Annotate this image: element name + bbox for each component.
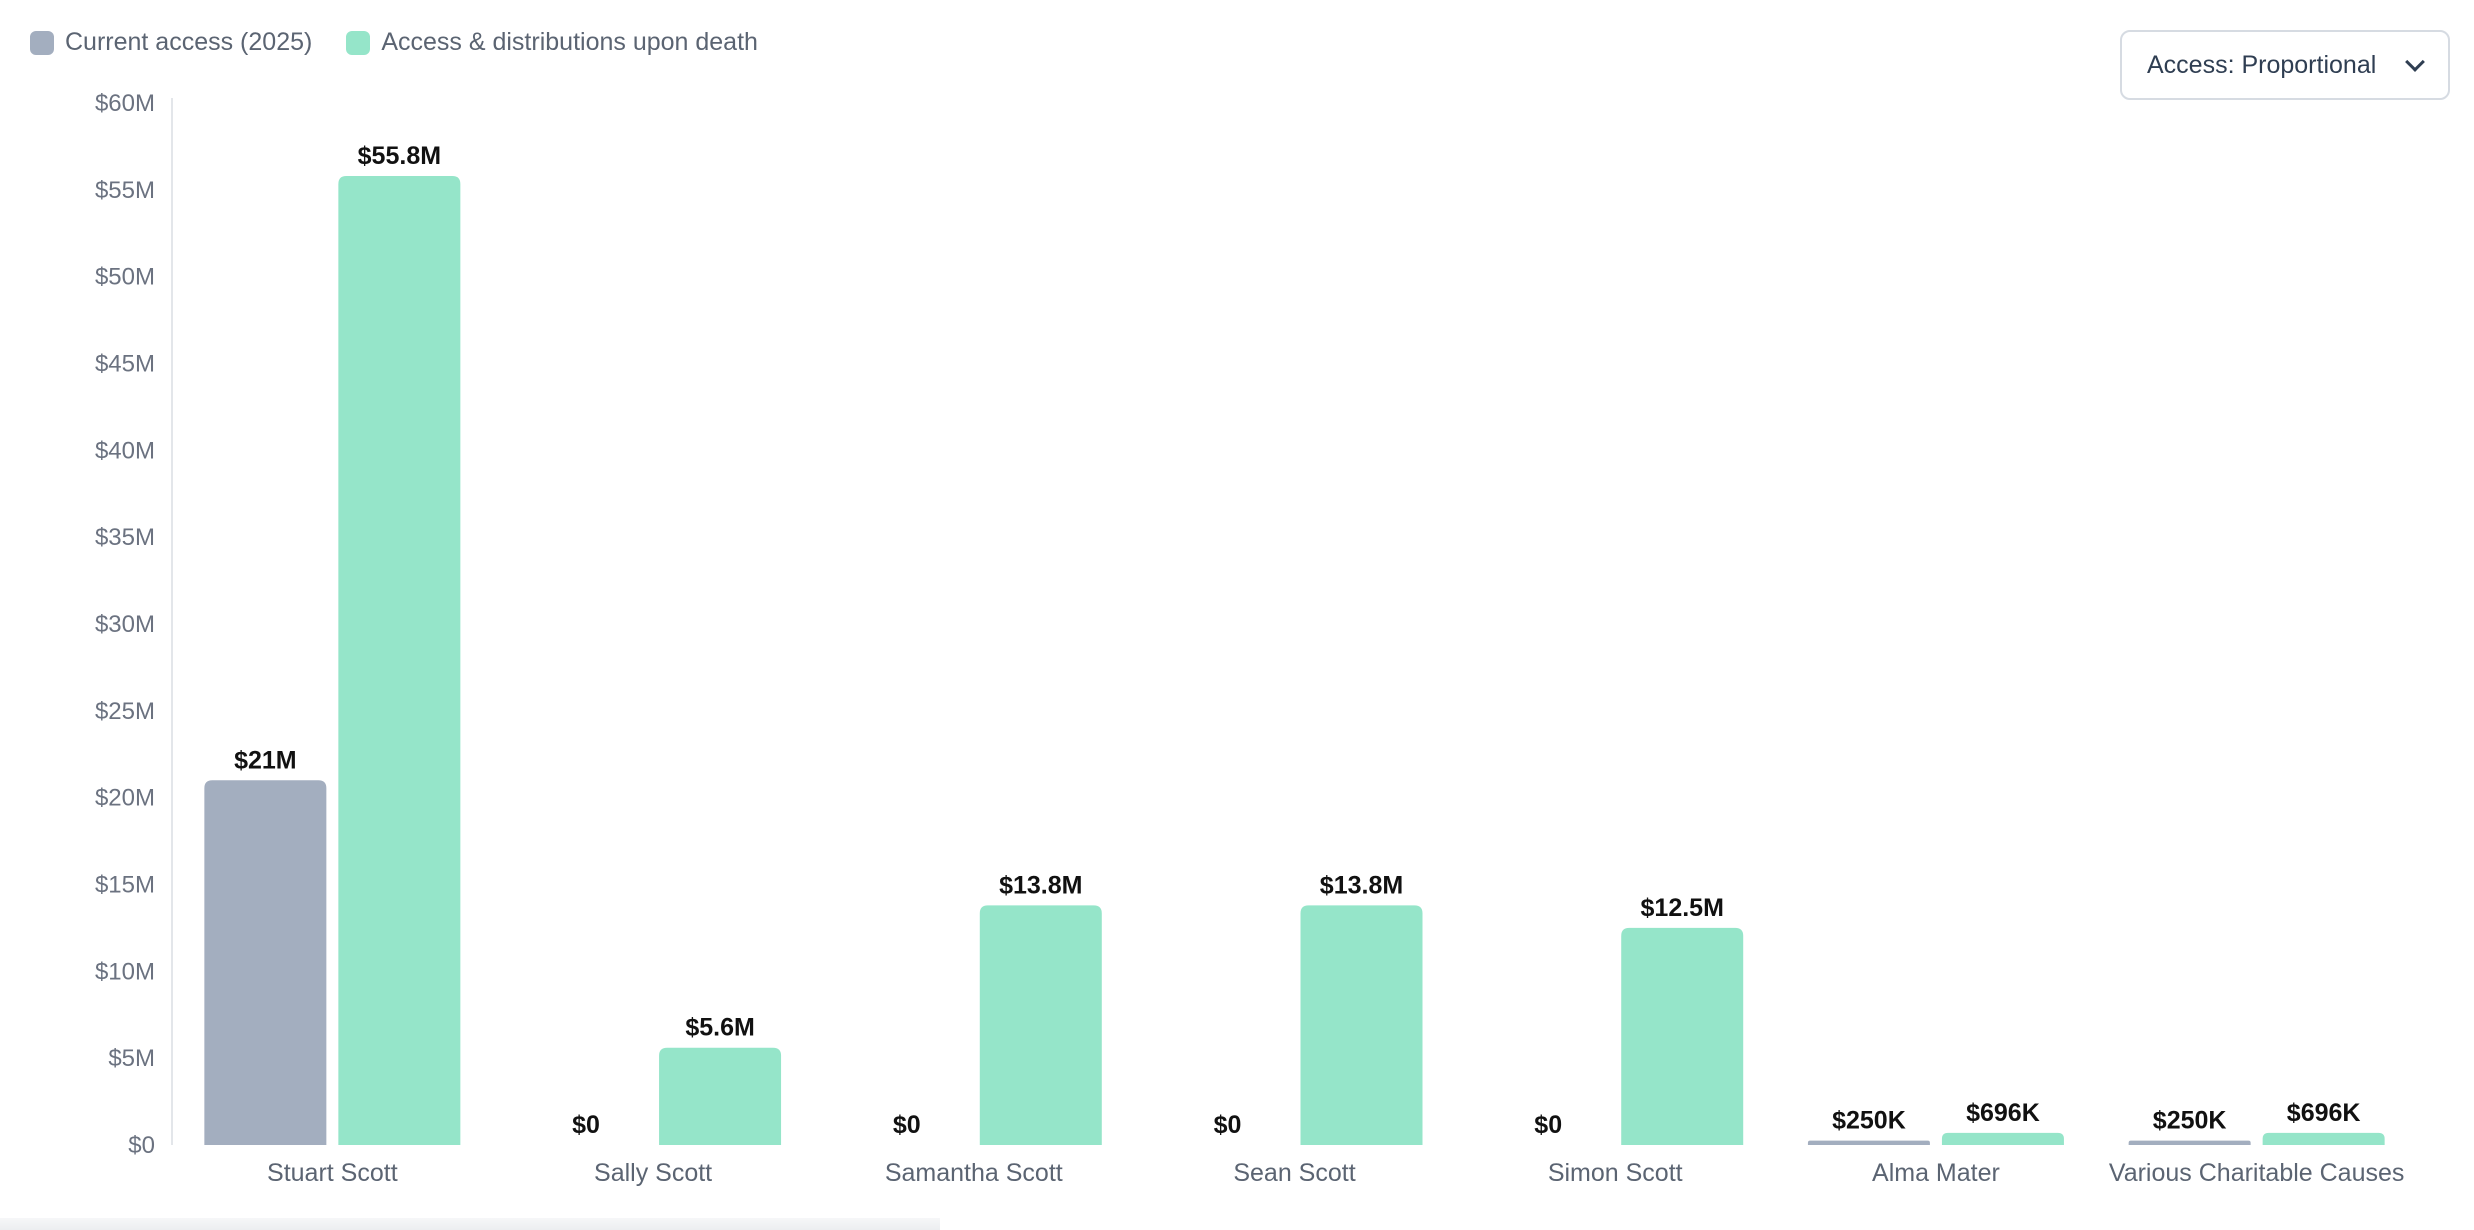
bar-value-label: $696K [1966, 1099, 2040, 1127]
y-tick-label: $10M [95, 958, 155, 985]
y-tick-label: $35M [95, 524, 155, 551]
bar-death-distribution[interactable] [338, 175, 461, 1145]
bar-value-label: $12.5M [1641, 894, 1724, 922]
bar-death-distribution[interactable] [1621, 927, 1744, 1145]
bar-death-distribution[interactable] [659, 1047, 782, 1145]
scroll-shadow [0, 1218, 940, 1230]
y-tick-label: $45M [95, 351, 155, 378]
bar-current-access[interactable] [204, 780, 327, 1145]
bar-death-distribution[interactable] [979, 905, 1102, 1145]
access-mode-label: Access: Proportional [2147, 50, 2377, 79]
y-tick-label: $0 [128, 1132, 155, 1159]
bar-current-access[interactable] [1807, 1140, 1930, 1145]
x-category-label: Samantha Scott [885, 1159, 1063, 1187]
x-category-label: Sally Scott [594, 1159, 712, 1187]
bar-value-label: $0 [1214, 1111, 1242, 1139]
bar-value-label: $0 [893, 1111, 921, 1139]
access-mode-dropdown[interactable]: Access: Proportional [2120, 30, 2450, 100]
legend-label-current: Current access (2025) [65, 28, 313, 56]
bar-value-label: $5.6M [685, 1014, 754, 1042]
legend-swatch-current [30, 30, 54, 55]
y-tick-label: $50M [95, 264, 155, 291]
bar-death-distribution[interactable] [1941, 1132, 2064, 1145]
y-tick-label: $15M [95, 872, 155, 899]
bar-death-distribution[interactable] [1300, 905, 1423, 1145]
x-category-label: Sean Scott [1233, 1159, 1355, 1187]
y-tick-label: $5M [108, 1045, 155, 1072]
bar-value-label: $250K [2153, 1107, 2227, 1135]
legend-label-death: Access & distributions upon death [381, 28, 758, 56]
chart-legend: Current access (2025) Access & distribut… [30, 28, 758, 57]
x-category-label: Simon Scott [1548, 1159, 1683, 1187]
y-tick-label: $40M [95, 437, 155, 464]
bar-death-distribution[interactable] [2262, 1132, 2385, 1145]
x-category-label: Stuart Scott [267, 1159, 398, 1187]
bar-value-label: $13.8M [1320, 871, 1403, 899]
bar-value-label: $13.8M [999, 871, 1082, 899]
bar-value-label: $21M [234, 746, 297, 774]
bar-value-label: $55.8M [358, 142, 441, 170]
legend-item-death[interactable]: Access & distributions upon death [346, 28, 758, 57]
legend-swatch-death [346, 30, 371, 55]
x-category-label: Alma Mater [1872, 1159, 2000, 1187]
y-tick-label: $55M [95, 177, 155, 204]
bar-value-label: $0 [1534, 1111, 1562, 1139]
y-tick-label: $30M [95, 611, 155, 638]
y-tick-label: $20M [95, 785, 155, 812]
bar-current-access[interactable] [2128, 1140, 2251, 1145]
bar-value-label: $0 [572, 1111, 600, 1139]
y-tick-label: $25M [95, 698, 155, 725]
bar-value-label: $696K [2287, 1099, 2361, 1127]
x-category-label: Various Charitable Causes [2109, 1159, 2405, 1187]
bar-value-label: $250K [1832, 1107, 1906, 1135]
legend-item-current[interactable]: Current access (2025) [30, 28, 312, 57]
y-tick-label: $60M [95, 90, 155, 117]
